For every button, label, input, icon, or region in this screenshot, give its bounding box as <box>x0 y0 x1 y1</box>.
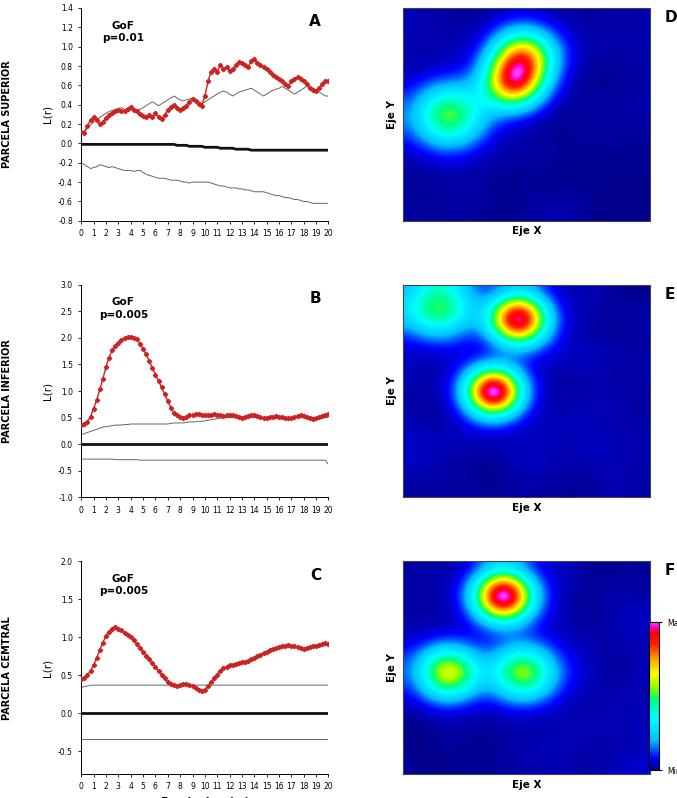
Y-axis label: Eje Y: Eje Y <box>387 100 397 128</box>
Text: E: E <box>665 286 675 302</box>
Text: A: A <box>309 14 321 30</box>
Text: B: B <box>309 291 321 306</box>
Text: PARCELA INFERIOR: PARCELA INFERIOR <box>2 339 12 443</box>
Y-axis label: L(r): L(r) <box>43 105 53 124</box>
Text: GoF
p=0.005: GoF p=0.005 <box>99 298 148 320</box>
X-axis label: Escala de r (m): Escala de r (m) <box>160 797 249 798</box>
X-axis label: Eje X: Eje X <box>512 503 541 513</box>
X-axis label: Eje X: Eje X <box>512 780 541 789</box>
Text: C: C <box>310 567 321 583</box>
Text: GoF
p=0.005: GoF p=0.005 <box>99 574 148 596</box>
Y-axis label: L(r): L(r) <box>43 382 53 400</box>
X-axis label: Eje X: Eje X <box>512 227 541 236</box>
Y-axis label: Eje Y: Eje Y <box>387 654 397 682</box>
Text: GoF
p=0.01: GoF p=0.01 <box>102 21 144 43</box>
Text: PARCELA SUPERIOR: PARCELA SUPERIOR <box>2 61 12 168</box>
Text: D: D <box>665 10 677 25</box>
Text: F: F <box>665 563 675 579</box>
Y-axis label: L(r): L(r) <box>43 658 53 677</box>
Y-axis label: Eje Y: Eje Y <box>387 377 397 405</box>
Text: PARCELA CEMTRAL: PARCELA CEMTRAL <box>2 616 12 720</box>
